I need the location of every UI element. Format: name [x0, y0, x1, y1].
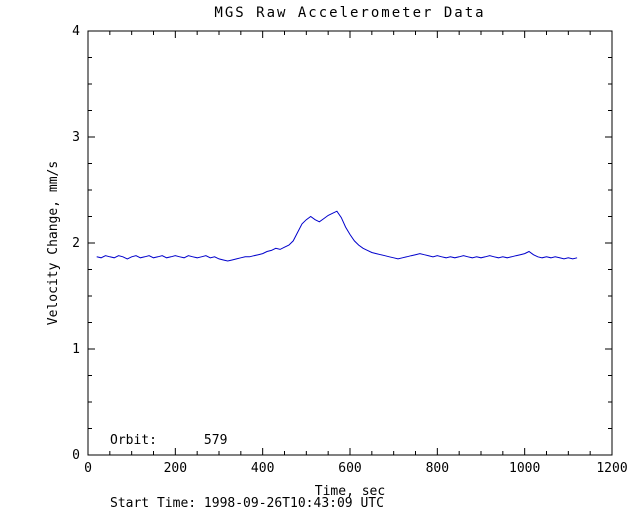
- x-tick-label: 600: [338, 461, 361, 476]
- start-time-annotation: Start Time: 1998-09-26T10:43:09 UTC: [110, 496, 384, 511]
- y-tick-label: 3: [72, 130, 80, 145]
- x-tick-label: 1000: [509, 461, 540, 476]
- annotation-block: Orbit: 579 Start Time: 1998-09-26T10:43:…: [110, 388, 384, 512]
- velocity-line: [96, 210, 578, 262]
- x-tick-label: 200: [164, 461, 187, 476]
- x-axis-label: Time, sec: [315, 484, 385, 499]
- x-tick-label: 0: [84, 461, 92, 476]
- x-tick-label: 1200: [596, 461, 627, 476]
- y-tick-label: 4: [72, 24, 80, 39]
- x-tick-label: 800: [426, 461, 449, 476]
- axis-ticks: [87, 30, 613, 456]
- x-tick-label: 400: [251, 461, 274, 476]
- chart-title: MGS Raw Accelerometer Data: [214, 5, 485, 21]
- y-tick-label: 0: [72, 448, 80, 463]
- orbit-annotation: Orbit: 579: [110, 433, 228, 448]
- y-tick-label: 1: [72, 342, 80, 357]
- y-tick-label: 2: [72, 236, 80, 251]
- y-axis-label: Velocity Change, mm/s: [46, 161, 61, 325]
- axes: 0 200 400 600 800 1000 1200 0 1 2 3 4: [72, 24, 627, 476]
- data-series: [96, 210, 578, 262]
